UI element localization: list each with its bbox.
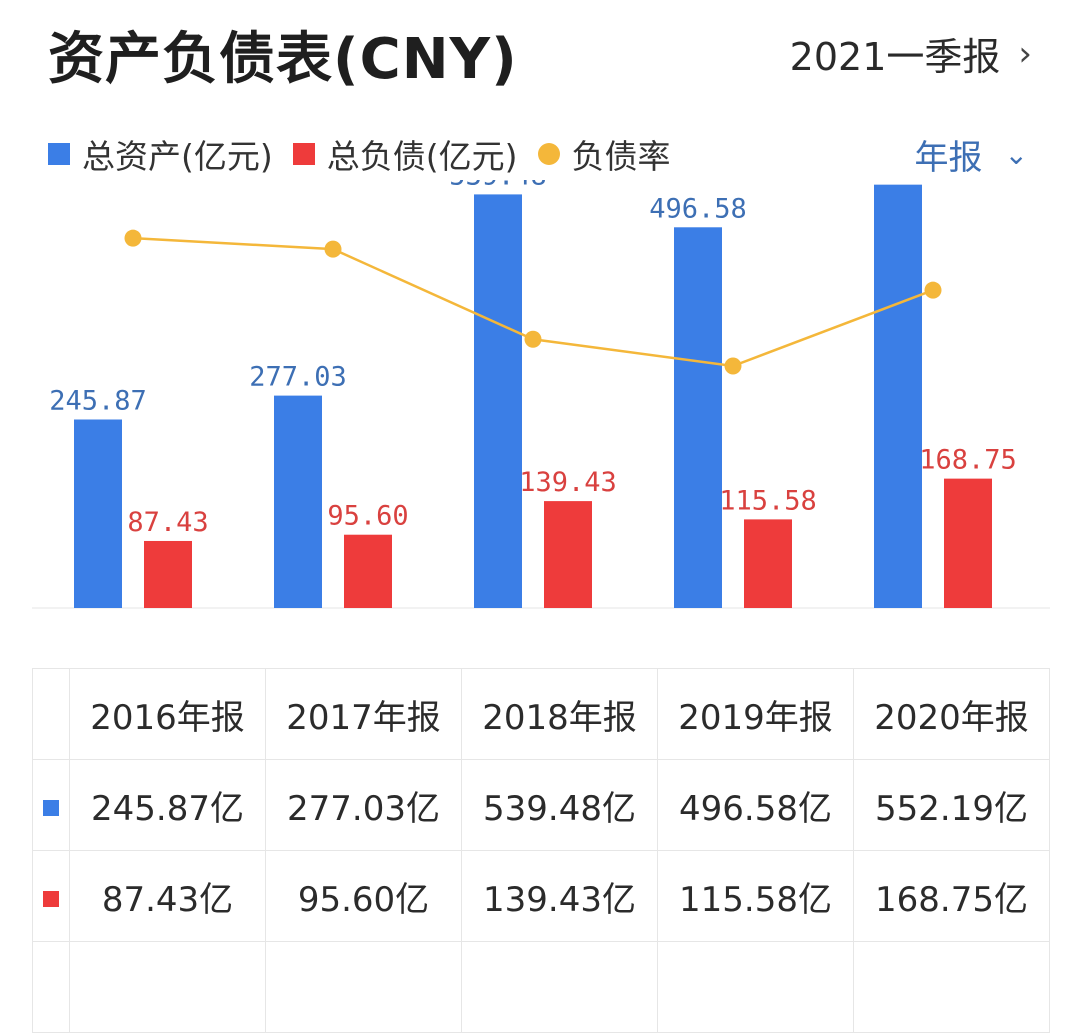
legend-item-total-liabilities[interactable]: 总负债(亿元) xyxy=(292,130,518,178)
bar-label-total-liabilities: 115.58 xyxy=(719,485,817,516)
point-debt-ratio xyxy=(924,281,942,299)
bar-total-liabilities xyxy=(144,540,192,608)
page-title: 资产负债表(CNY) xyxy=(48,27,518,92)
table-header-cell: 2016年报 xyxy=(69,668,266,760)
table-cell: 139.43亿 xyxy=(461,850,658,942)
legend-label: 负债率 xyxy=(571,137,671,176)
row-marker-cell xyxy=(32,759,70,851)
table-cell: 95.60亿 xyxy=(265,850,462,942)
table-cell: 539.48亿 xyxy=(461,759,658,851)
chevron-down-icon: ⌄ xyxy=(1004,138,1028,171)
red-square-icon xyxy=(292,143,315,165)
table-cell: 87.43亿 xyxy=(69,850,266,942)
table-header-cell: 2017年报 xyxy=(265,668,462,760)
bar-total-assets xyxy=(474,194,522,608)
legend-item-debt-ratio[interactable]: 负债率 xyxy=(537,130,671,178)
row-marker-cell xyxy=(32,941,70,1033)
legend-item-total-assets[interactable]: 总资产(亿元) xyxy=(48,130,273,178)
point-debt-ratio xyxy=(524,330,542,348)
table-cell: 115.58亿 xyxy=(657,850,854,942)
chevron-right-icon: › xyxy=(1018,33,1032,74)
table-cell xyxy=(853,941,1050,1033)
bar-label-total-liabilities: 95.60 xyxy=(327,501,408,532)
blue-square-icon xyxy=(43,800,59,816)
red-square-icon xyxy=(43,891,59,907)
bar-total-assets xyxy=(74,419,122,608)
row-marker-cell xyxy=(32,850,70,942)
data-table: 2016年报 2017年报 2018年报 2019年报 2020年报 245.8… xyxy=(32,668,1050,1033)
table-cell xyxy=(461,941,658,1033)
table-cell xyxy=(265,941,462,1033)
balance-sheet-chart: 245.87 277.03 539.48 496.58 552.19 87.43 95.60… xyxy=(32,180,1050,609)
yellow-dot-icon xyxy=(537,143,560,165)
table-header-cell: 2019年报 xyxy=(657,668,854,760)
bar-label-total-liabilities: 139.43 xyxy=(519,467,617,498)
bar-label-total-assets: 245.87 xyxy=(49,385,147,416)
period-selector[interactable]: 2021一季报 › xyxy=(790,26,1032,81)
frequency-dropdown[interactable]: 年报 ⌄ xyxy=(915,130,1028,179)
table-row: 245.87亿 277.03亿 539.48亿 496.58亿 552.19亿 xyxy=(32,759,1050,851)
table-corner-cell xyxy=(32,668,70,760)
table-cell xyxy=(657,941,854,1033)
table-cell: 552.19亿 xyxy=(853,759,1050,851)
point-debt-ratio xyxy=(124,229,142,247)
bar-total-assets xyxy=(674,227,722,608)
table-header-cell: 2020年报 xyxy=(853,668,1050,760)
bar-total-liabilities xyxy=(344,534,392,608)
bar-total-liabilities xyxy=(744,519,792,608)
bar-total-liabilities xyxy=(944,478,992,608)
table-cell: 168.75亿 xyxy=(853,850,1050,942)
table-cell xyxy=(69,941,266,1033)
table-row: 87.43亿 95.60亿 139.43亿 115.58亿 168.75亿 xyxy=(32,850,1050,942)
header: 资产负债表(CNY) 2021一季报 › xyxy=(0,0,1080,100)
point-debt-ratio xyxy=(724,357,742,375)
bar-label-total-assets: 496.58 xyxy=(649,193,747,224)
table-cell: 496.58亿 xyxy=(657,759,854,851)
bar-label-total-assets: 539.48 xyxy=(449,180,547,191)
table-cell: 277.03亿 xyxy=(265,759,462,851)
bar-label-total-liabilities: 87.43 xyxy=(127,507,208,538)
period-label: 2021一季报 xyxy=(789,35,1001,79)
table-header-cell: 2018年报 xyxy=(461,668,658,760)
legend: 总资产(亿元) 总负债(亿元) 负债率 xyxy=(48,130,671,178)
bar-total-assets xyxy=(274,395,322,608)
legend-label: 总资产(亿元) xyxy=(82,137,273,176)
bar-label-total-assets: 277.03 xyxy=(249,362,347,393)
bar-total-assets xyxy=(874,184,922,608)
table-header-row: 2016年报 2017年报 2018年报 2019年报 2020年报 xyxy=(32,668,1050,760)
table-row xyxy=(32,941,1050,1033)
bar-total-liabilities xyxy=(544,501,592,608)
blue-square-icon xyxy=(48,143,70,165)
bar-label-total-assets: 552.19 xyxy=(849,180,947,182)
table-cell: 245.87亿 xyxy=(69,759,266,851)
point-debt-ratio xyxy=(324,240,342,258)
legend-label: 总负债(亿元) xyxy=(326,137,518,176)
frequency-label: 年报 xyxy=(914,138,983,178)
bar-label-total-liabilities: 168.75 xyxy=(919,445,1017,476)
